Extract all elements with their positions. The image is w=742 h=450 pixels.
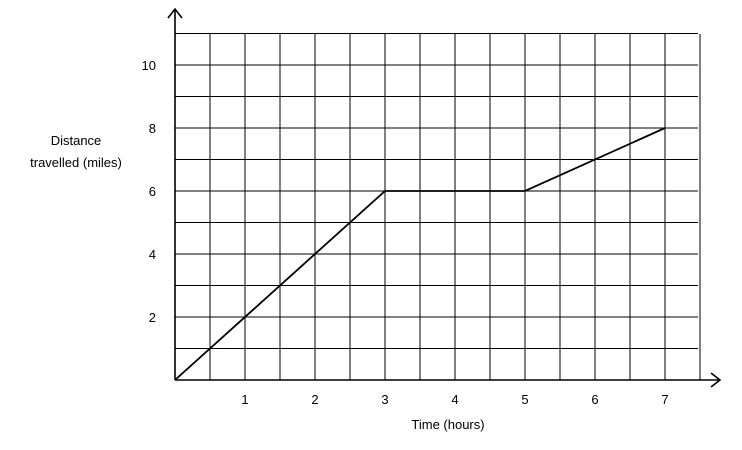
y-axis-arrow (167, 7, 183, 19)
x-tick-label: 1 (241, 392, 248, 407)
series (174, 127, 666, 381)
grid (175, 33, 701, 380)
y-tick-labels: 2 4 6 8 10 (142, 58, 156, 325)
x-tick-label: 6 (591, 392, 598, 407)
x-tick-label: 3 (381, 392, 388, 407)
x-tick-labels: 1 2 3 4 5 6 7 (241, 392, 668, 407)
axes (167, 7, 722, 388)
y-tick-label: 10 (142, 58, 156, 73)
y-tick-label: 8 (149, 121, 156, 136)
y-tick-label: 2 (149, 310, 156, 325)
series-line (174, 127, 666, 381)
x-tick-label: 4 (451, 392, 458, 407)
y-axis-title-line-1: Distance (51, 133, 102, 148)
x-tick-label: 7 (661, 392, 668, 407)
x-tick-label: 5 (521, 392, 528, 407)
y-axis-title-line-2: travelled (miles) (30, 155, 122, 170)
x-tick-label: 2 (311, 392, 318, 407)
x-axis-arrow (710, 372, 722, 388)
y-tick-label: 4 (149, 247, 156, 262)
y-tick-label: 6 (149, 184, 156, 199)
x-axis-title: Time (hours) (411, 417, 484, 432)
